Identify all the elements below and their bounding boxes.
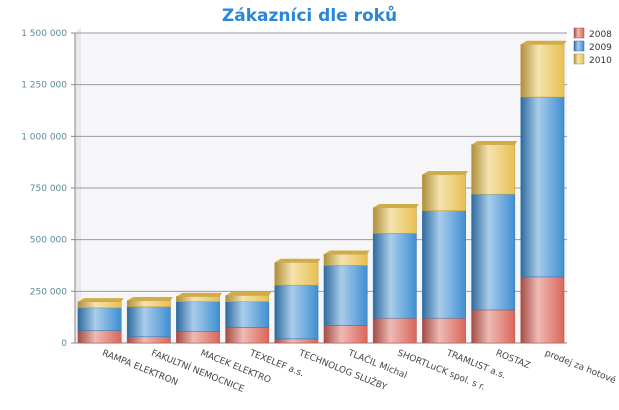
bar-segment <box>520 96 565 278</box>
legend-label[interactable]: 2009 <box>589 43 612 53</box>
y-tick-label: 1 000 000 <box>21 132 67 142</box>
y-tick-label: 500 000 <box>30 236 67 246</box>
plot-side-wall <box>75 27 81 343</box>
bar-segment <box>274 338 319 344</box>
bar-segment <box>77 307 122 331</box>
y-tick-label: 1 250 000 <box>21 81 67 91</box>
bar-segment <box>77 301 122 309</box>
bar-top-face <box>274 258 321 263</box>
x-tick-label: TECHNOLOG SLUŽBY <box>296 346 389 393</box>
y-tick-label: 0 <box>61 339 67 349</box>
bar-segment <box>323 325 368 344</box>
bar-segment <box>372 233 417 319</box>
bar-top-face <box>520 40 567 45</box>
chart-title: Zákazníci dle roků <box>221 6 398 26</box>
bar-top-face <box>373 204 419 208</box>
bar-segment <box>372 317 417 344</box>
legend-label[interactable]: 2008 <box>589 30 612 40</box>
bar-segment <box>422 210 466 319</box>
bar-top-face <box>225 291 272 296</box>
y-tick-label: 1 500 000 <box>21 29 67 39</box>
x-tick-label: SHORTLuCK spol. s r. <box>396 349 487 393</box>
y-tick-label: 250 000 <box>30 287 67 297</box>
bar-segment <box>176 296 220 302</box>
bar-segment <box>225 327 270 344</box>
bar-top-face <box>323 250 370 255</box>
bar-segment <box>323 265 368 326</box>
bar-segment <box>176 331 220 344</box>
legend-label[interactable]: 2010 <box>589 56 612 66</box>
legend-swatch[interactable] <box>573 40 585 52</box>
bar-segment <box>274 284 319 340</box>
bar-segment <box>77 330 122 344</box>
bar-segment <box>422 174 466 211</box>
bar-segment <box>225 295 270 302</box>
bar-segment <box>323 253 368 266</box>
bar-segment <box>471 144 516 195</box>
legend-swatch[interactable] <box>573 27 585 39</box>
bar-segment <box>372 207 417 234</box>
bar-top-face <box>127 297 173 301</box>
bar-segment <box>422 317 466 344</box>
bar-segment <box>176 301 220 332</box>
x-tick-label: prodej za hotové <box>543 348 618 387</box>
bar-top-face <box>471 141 518 145</box>
bar-segment <box>471 193 516 311</box>
bar-segment <box>126 336 171 344</box>
legend[interactable]: 2008 2009 2010 <box>573 27 612 66</box>
bars <box>77 40 567 344</box>
bar-top-face <box>176 292 223 297</box>
bar-segment <box>126 306 171 338</box>
bar-segment <box>520 276 565 344</box>
bar-segment <box>520 44 565 98</box>
bar-top-face <box>77 298 124 302</box>
bar-segment <box>225 301 270 328</box>
bar-segment <box>471 309 516 344</box>
y-tick-label: 750 000 <box>30 184 67 194</box>
x-tick-label: ROSTAZ <box>494 349 531 372</box>
bar-top-face <box>422 170 469 175</box>
bar-segment <box>274 262 319 286</box>
legend-swatch[interactable] <box>573 53 585 65</box>
bar-segment <box>126 300 171 308</box>
